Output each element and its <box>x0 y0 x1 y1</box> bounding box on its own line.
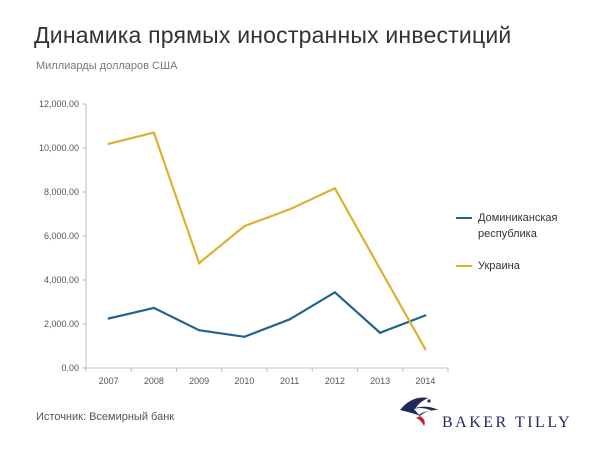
legend-swatch-dominican <box>456 217 472 219</box>
baker-tilly-logo: BAKER TILLY <box>398 392 594 436</box>
series-point-dominican <box>424 314 427 317</box>
series-point-ukraine <box>198 261 201 265</box>
x-tick-label: 2010 <box>234 376 254 386</box>
legend-item-dominican: Доминиканская республика <box>456 210 596 242</box>
x-tick-label: 2008 <box>144 376 164 386</box>
y-tick-label: 8,000.00 <box>44 187 79 197</box>
y-tick-label: 10,000.00 <box>39 143 79 153</box>
series-point-ukraine <box>243 225 246 228</box>
series-point-dominican <box>288 318 291 321</box>
legend-swatch-ukraine <box>456 265 472 267</box>
logo-text: BAKER TILLY <box>442 414 573 431</box>
x-tick-label: 2013 <box>370 376 390 386</box>
series-point-dominican <box>107 317 110 320</box>
series-point-dominican <box>379 331 382 334</box>
source-note: Источник: Всемирный банк <box>36 411 175 423</box>
series-point-ukraine <box>288 208 291 211</box>
chart-subtitle: Миллиарды долларов США <box>36 60 178 72</box>
series-point-ukraine <box>152 131 155 134</box>
series-point-dominican <box>333 291 336 294</box>
series-point-dominican <box>152 306 155 310</box>
y-tick-label: 2,000.00 <box>44 319 79 329</box>
eagle-logo-icon <box>400 397 438 426</box>
axes <box>82 103 449 372</box>
x-tick-label: 2007 <box>99 376 119 386</box>
x-tick-label: 2011 <box>280 376 299 386</box>
series-point-dominican <box>198 329 201 332</box>
chart-title: Динамика прямых иностранных инвестиций <box>34 22 512 48</box>
legend-label-dominican: Доминиканская республика <box>478 212 558 240</box>
series-point-ukraine <box>379 267 382 271</box>
series-point-ukraine <box>107 142 110 145</box>
legend-label-ukraine: Украина <box>478 260 520 272</box>
y-tick-label: 0.00 <box>61 363 79 373</box>
legend-item-ukraine: Украина <box>456 258 596 274</box>
series-point-ukraine <box>333 187 336 190</box>
x-tick-label: 2014 <box>415 376 435 386</box>
legend: Доминиканская республика Украина <box>456 210 596 290</box>
y-tick-label: 4,000.00 <box>44 275 79 285</box>
y-tick-label: 6,000.00 <box>44 231 79 241</box>
x-tick-label: 2012 <box>325 376 345 386</box>
tick-labels: 0.00 2,000.00 4,000.00 6,000.00 8,000.00 10,0… <box>39 99 435 386</box>
series-line-dominican <box>108 290 426 338</box>
y-tick-label: 12,000.00 <box>39 99 79 109</box>
series-lines <box>107 131 427 351</box>
series-line-ukraine <box>108 131 427 350</box>
x-tick-label: 2009 <box>189 376 209 386</box>
series-point-ukraine <box>424 348 427 351</box>
series-point-dominican <box>243 335 246 338</box>
